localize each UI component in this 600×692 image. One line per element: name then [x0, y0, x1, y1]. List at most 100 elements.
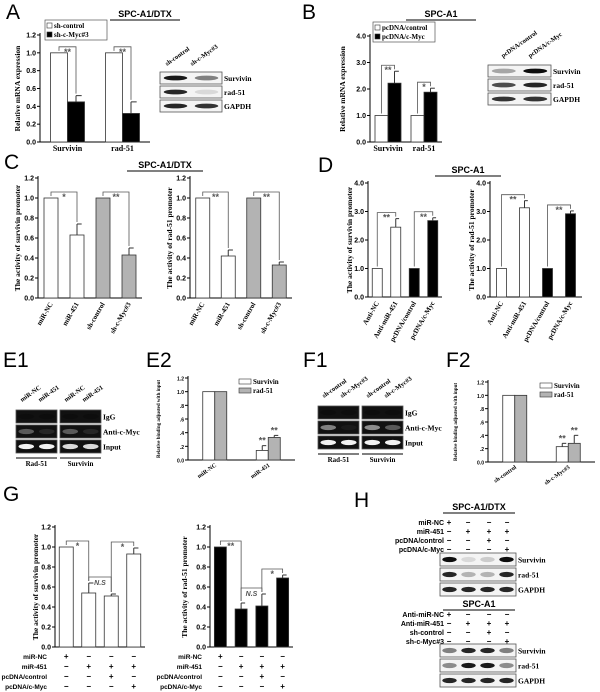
significance-label: N.S	[94, 580, 106, 587]
bar	[126, 553, 142, 648]
legend-swatch	[539, 391, 553, 398]
y-tick-label: 1.2	[41, 525, 51, 532]
blot-row	[439, 567, 517, 582]
blot-row	[59, 409, 102, 424]
blot-row-label: IgG	[103, 413, 116, 422]
y-tick-label: 0.6	[26, 86, 36, 93]
panel-label-g: G	[3, 483, 20, 506]
bar	[267, 437, 281, 461]
significance-label: **	[112, 192, 120, 202]
condition-sign: −	[447, 619, 452, 628]
condition-sign: −	[447, 628, 452, 637]
condition-sign: −	[86, 672, 91, 681]
blot-band	[491, 82, 516, 88]
condition-sign: +	[86, 662, 91, 671]
bar	[555, 446, 569, 463]
condition-sign: +	[505, 619, 510, 628]
blot-row	[317, 405, 360, 420]
blot-row-label: rad-51	[518, 571, 539, 580]
y-tick-label: 1.0	[196, 545, 206, 552]
blot-band	[163, 75, 188, 81]
significance-bracket	[376, 212, 397, 267]
significance-label: **	[383, 213, 391, 223]
blot-band	[491, 96, 516, 102]
legend-swatch	[46, 22, 53, 29]
significance-label: N.S	[246, 591, 258, 598]
blot-band	[442, 556, 457, 563]
x-tick-label: sh-control	[493, 465, 518, 485]
gel-group-label: Rad-51	[328, 456, 350, 464]
significance-label: **	[559, 433, 567, 443]
y-tick-label: 4.0	[356, 34, 366, 41]
y-tick-label: 1.0	[476, 266, 486, 273]
condition-sign: −	[86, 652, 91, 661]
y-tick-label: 0.0	[476, 295, 486, 302]
y-axis-label: Relative mRNA expression	[13, 45, 22, 132]
legend-box	[372, 21, 436, 43]
condition-sign: +	[260, 672, 265, 681]
panel-label-a: A	[6, 1, 21, 24]
blot-row	[439, 643, 517, 658]
legend-label: pcDNA/c-Myc	[382, 33, 425, 41]
condition-label: miR-451	[177, 664, 203, 671]
panel-c-title: SPC-A1/DTX	[138, 160, 192, 170]
condition-sign: +	[505, 545, 510, 554]
condition-sign: +	[260, 662, 265, 671]
condition-label: pcDNA/c-Myc	[5, 684, 47, 691]
y-axis-label: The activity of survivin promoter	[31, 533, 40, 640]
blot-band	[499, 586, 514, 593]
y-tick-label: 0.6	[196, 585, 206, 592]
y-tick-label: 1.0	[176, 196, 186, 203]
legend-label: sh-c-Myc#3	[54, 31, 89, 39]
condition-sign: +	[487, 628, 492, 637]
blot-band	[18, 443, 35, 450]
condition-label: sh-c-Myc#3	[406, 639, 444, 646]
chart-f2: 0.0 .2 .4 .6 .8 1.0 1.2 Relative binding adjust…	[454, 380, 595, 487]
condition-label: Anti-miR-NC	[402, 612, 444, 619]
y-tick-label: 0.4	[26, 104, 36, 111]
blot-band	[442, 571, 457, 578]
legend-box	[44, 19, 108, 41]
y-tick-label: 2.0	[354, 238, 364, 245]
blot-band	[82, 428, 99, 435]
legend-label: Survivin	[554, 382, 580, 390]
bar	[43, 197, 59, 299]
bar	[542, 268, 553, 298]
legend-swatch	[374, 33, 381, 40]
blot-row	[439, 552, 517, 567]
y-tick-label: 1.0	[477, 394, 484, 400]
panel-label-f2: F2	[446, 349, 471, 372]
significance-bracket	[253, 191, 280, 260]
y-tick-label: 0.8	[26, 68, 36, 75]
y-tick-label: 0.2	[196, 625, 206, 632]
blot-a: Survivin rad-51 GAPDH	[159, 71, 252, 113]
blot-band	[38, 428, 55, 435]
bar	[234, 608, 248, 648]
significance-label: **	[259, 436, 267, 446]
blot-band	[461, 647, 476, 654]
significance-label: *	[76, 541, 80, 551]
bar	[202, 391, 216, 461]
bar	[95, 197, 111, 299]
blot-row	[59, 424, 102, 439]
blot-band	[461, 662, 476, 669]
blot-band	[442, 677, 457, 684]
legend-swatch	[539, 382, 553, 389]
y-axis-label: Relative binding adjusted with input	[157, 380, 162, 458]
bar	[255, 450, 269, 461]
significance-label: **	[263, 192, 271, 202]
panel-h-title: SPC-A1	[462, 599, 495, 609]
blot-row	[159, 71, 223, 85]
condition-sign: +	[131, 662, 136, 671]
bar	[121, 254, 137, 299]
y-tick-label: 0.6	[24, 236, 34, 243]
y-axis-label: Relative binding adjusted with input	[454, 383, 459, 461]
gel-e1-left	[15, 409, 58, 454]
bar	[410, 115, 425, 143]
condition-sign: −	[260, 682, 265, 691]
blot-band	[442, 662, 457, 669]
blot-band	[194, 103, 219, 109]
condition-label: miR-451	[22, 664, 48, 671]
